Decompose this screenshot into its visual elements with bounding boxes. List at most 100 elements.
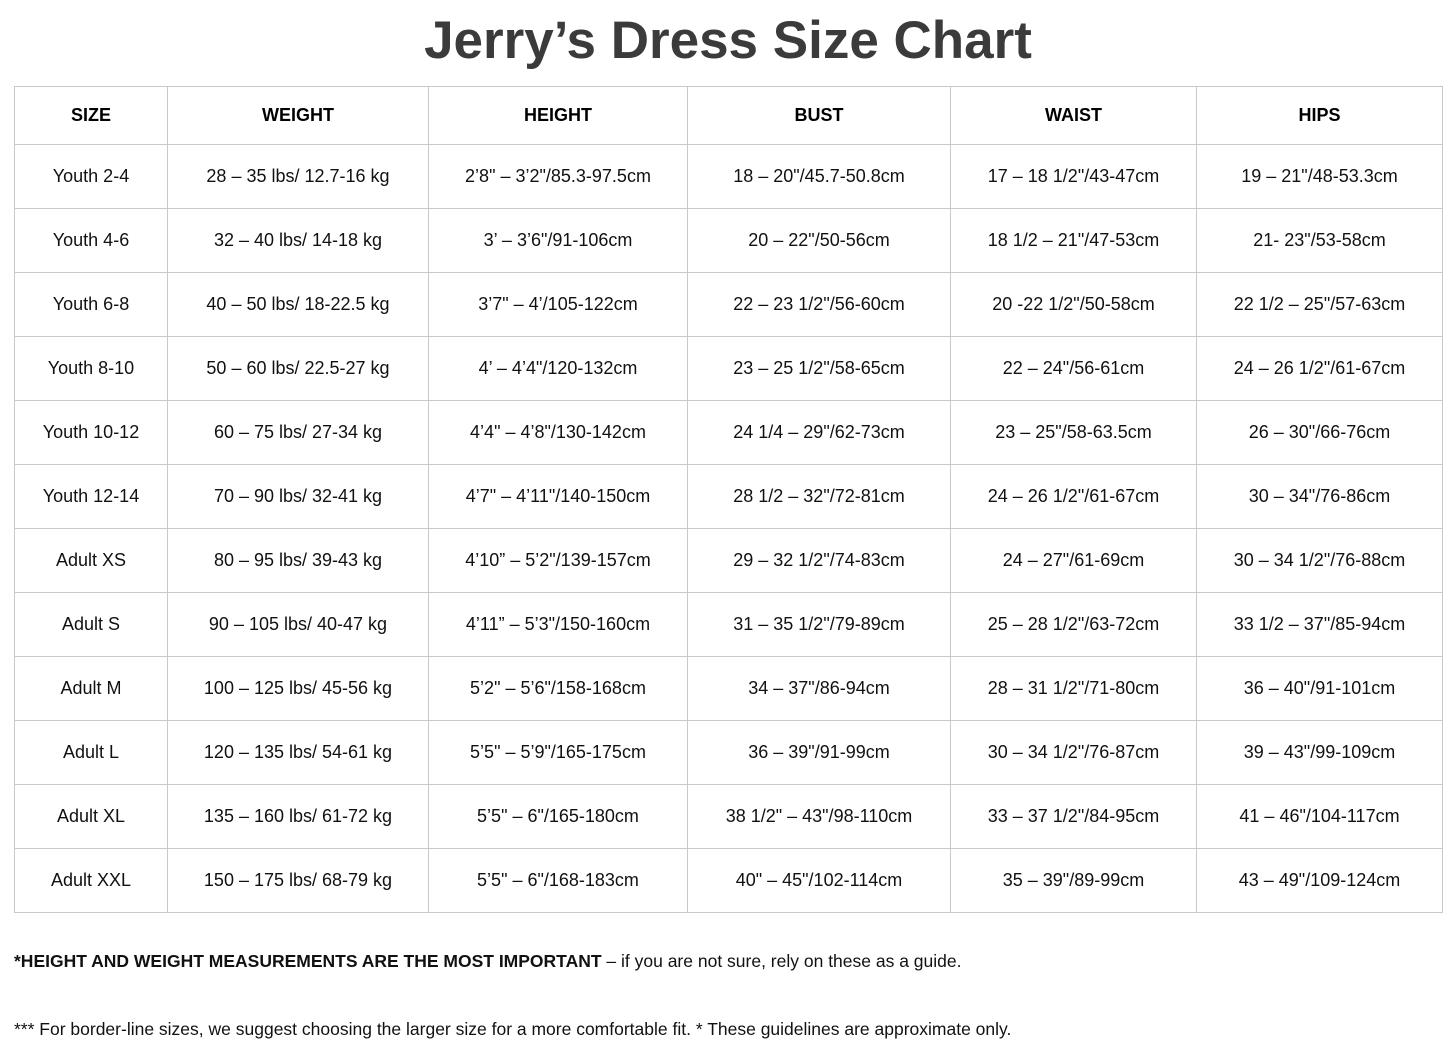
cell-height: 4’ – 4’4"/120-132cm <box>428 336 688 402</box>
cell-weight: 80 – 95 lbs/ 39-43 kg <box>167 528 429 594</box>
cell-bust: 22 – 23 1/2"/56-60cm <box>687 272 951 338</box>
cell-size: Youth 6-8 <box>14 272 168 338</box>
cell-height: 5’5" – 6"/168-183cm <box>428 848 688 914</box>
header-waist: WAIST <box>950 86 1197 146</box>
cell-waist: 18 1/2 – 21"/47-53cm <box>950 208 1197 274</box>
header-row: SIZE WEIGHT HEIGHT BUST WAIST HIPS <box>14 86 1443 146</box>
header-size: SIZE <box>14 86 168 146</box>
footnotes: *HEIGHT AND WEIGHT MEASUREMENTS ARE THE … <box>14 951 1442 1041</box>
cell-bust: 34 – 37"/86-94cm <box>687 656 951 722</box>
cell-hips: 24 – 26 1/2"/61-67cm <box>1196 336 1443 402</box>
cell-weight: 40 – 50 lbs/ 18-22.5 kg <box>167 272 429 338</box>
header-bust: BUST <box>687 86 951 146</box>
cell-waist: 25 – 28 1/2"/63-72cm <box>950 592 1197 658</box>
cell-size: Youth 12-14 <box>14 464 168 530</box>
cell-size: Adult XXL <box>14 848 168 914</box>
cell-size: Youth 8-10 <box>14 336 168 402</box>
cell-size: Adult XS <box>14 528 168 594</box>
cell-bust: 18 – 20"/45.7-50.8cm <box>687 144 951 210</box>
table-header: SIZE WEIGHT HEIGHT BUST WAIST HIPS <box>14 86 1443 146</box>
table-row: Youth 2-4 28 – 35 lbs/ 12.7-16 kg 2’8" – 3… <box>14 144 1443 210</box>
cell-waist: 20 -22 1/2"/50-58cm <box>950 272 1197 338</box>
cell-hips: 19 – 21"/48-53.3cm <box>1196 144 1443 210</box>
table-row: Youth 4-6 32 – 40 lbs/ 14-18 kg 3’ – 3’6"/… <box>14 208 1443 274</box>
cell-bust: 38 1/2" – 43"/98-110cm <box>687 784 951 850</box>
cell-hips: 41 – 46"/104-117cm <box>1196 784 1443 850</box>
cell-weight: 100 – 125 lbs/ 45-56 kg <box>167 656 429 722</box>
cell-hips: 30 – 34 1/2"/76-88cm <box>1196 528 1443 594</box>
cell-hips: 26 – 30"/66-76cm <box>1196 400 1443 466</box>
cell-waist: 30 – 34 1/2"/76-87cm <box>950 720 1197 786</box>
cell-waist: 28 – 31 1/2"/71-80cm <box>950 656 1197 722</box>
cell-height: 2’8" – 3’2"/85.3-97.5cm <box>428 144 688 210</box>
cell-weight: 120 – 135 lbs/ 54-61 kg <box>167 720 429 786</box>
cell-weight: 28 – 35 lbs/ 12.7-16 kg <box>167 144 429 210</box>
cell-bust: 31 – 35 1/2"/79-89cm <box>687 592 951 658</box>
cell-hips: 39 – 43"/99-109cm <box>1196 720 1443 786</box>
table-row: Adult S 90 – 105 lbs/ 40-47 kg 4’11” – 5’3… <box>14 592 1443 658</box>
cell-hips: 33 1/2 – 37"/85-94cm <box>1196 592 1443 658</box>
cell-weight: 135 – 160 lbs/ 61-72 kg <box>167 784 429 850</box>
cell-size: Adult M <box>14 656 168 722</box>
footnote-borderline-text: *** For border-line sizes, we suggest ch… <box>14 1019 1012 1040</box>
cell-height: 3’7" – 4’/105-122cm <box>428 272 688 338</box>
cell-size: Adult L <box>14 720 168 786</box>
cell-weight: 150 – 175 lbs/ 68-79 kg <box>167 848 429 914</box>
table-row: Youth 6-8 40 – 50 lbs/ 18-22.5 kg 3’7" – 4… <box>14 272 1443 338</box>
cell-hips: 21- 23"/53-58cm <box>1196 208 1443 274</box>
cell-height: 3’ – 3’6"/91-106cm <box>428 208 688 274</box>
cell-bust: 28 1/2 – 32"/72-81cm <box>687 464 951 530</box>
cell-bust: 40" – 45"/102-114cm <box>687 848 951 914</box>
footnote-height-weight: *HEIGHT AND WEIGHT MEASUREMENTS ARE THE … <box>14 951 1442 973</box>
page-title: Jerry’s Dress Size Chart <box>424 11 1032 70</box>
cell-hips: 43 – 49"/109-124cm <box>1196 848 1443 914</box>
cell-height: 5’5" – 6"/165-180cm <box>428 784 688 850</box>
footnote-regular-text: – if you are not sure, rely on these as … <box>601 951 962 972</box>
cell-bust: 20 – 22"/50-56cm <box>687 208 951 274</box>
table-row: Adult XL 135 – 160 lbs/ 61-72 kg 5’5" – 6"… <box>14 784 1443 850</box>
cell-bust: 24 1/4 – 29"/62-73cm <box>687 400 951 466</box>
cell-hips: 36 – 40"/91-101cm <box>1196 656 1443 722</box>
cell-hips: 30 – 34"/76-86cm <box>1196 464 1443 530</box>
cell-size: Adult XL <box>14 784 168 850</box>
size-chart-table: SIZE WEIGHT HEIGHT BUST WAIST HIPS Youth… <box>14 86 1443 914</box>
table-row: Youth 8-10 50 – 60 lbs/ 22.5-27 kg 4’ – 4’… <box>14 336 1443 402</box>
cell-height: 4’11” – 5’3"/150-160cm <box>428 592 688 658</box>
header-hips: HIPS <box>1196 86 1443 146</box>
cell-waist: 24 – 27"/61-69cm <box>950 528 1197 594</box>
cell-height: 4’7" – 4’11"/140-150cm <box>428 464 688 530</box>
footnote-bold-text: *HEIGHT AND WEIGHT MEASUREMENTS ARE THE … <box>14 951 602 972</box>
cell-height: 5’2" – 5’6"/158-168cm <box>428 656 688 722</box>
cell-size: Adult S <box>14 592 168 658</box>
cell-height: 4’4" – 4’8"/130-142cm <box>428 400 688 466</box>
cell-waist: 24 – 26 1/2"/61-67cm <box>950 464 1197 530</box>
table-row: Youth 10-12 60 – 75 lbs/ 27-34 kg 4’4" – 4… <box>14 400 1443 466</box>
cell-waist: 23 – 25"/58-63.5cm <box>950 400 1197 466</box>
cell-weight: 90 – 105 lbs/ 40-47 kg <box>167 592 429 658</box>
table-row: Adult L 120 – 135 lbs/ 54-61 kg 5’5" – 5’9… <box>14 720 1443 786</box>
cell-size: Youth 10-12 <box>14 400 168 466</box>
cell-height: 4’10” – 5’2"/139-157cm <box>428 528 688 594</box>
cell-waist: 17 – 18 1/2"/43-47cm <box>950 144 1197 210</box>
cell-size: Youth 2-4 <box>14 144 168 210</box>
cell-waist: 33 – 37 1/2"/84-95cm <box>950 784 1197 850</box>
table-row: Adult XS 80 – 95 lbs/ 39-43 kg 4’10” – 5’2… <box>14 528 1443 594</box>
table-row: Youth 12-14 70 – 90 lbs/ 32-41 kg 4’7" – 4… <box>14 464 1443 530</box>
table-body: Youth 2-4 28 – 35 lbs/ 12.7-16 kg 2’8" – 3… <box>14 144 1443 914</box>
footnote-borderline: *** For border-line sizes, we suggest ch… <box>14 1019 1442 1041</box>
cell-bust: 29 – 32 1/2"/74-83cm <box>687 528 951 594</box>
table-row: Adult XXL 150 – 175 lbs/ 68-79 kg 5’5" – 6… <box>14 848 1443 914</box>
cell-waist: 35 – 39"/89-99cm <box>950 848 1197 914</box>
cell-bust: 23 – 25 1/2"/58-65cm <box>687 336 951 402</box>
header-height: HEIGHT <box>428 86 688 146</box>
header-weight: WEIGHT <box>167 86 429 146</box>
cell-waist: 22 – 24"/56-61cm <box>950 336 1197 402</box>
cell-weight: 32 – 40 lbs/ 14-18 kg <box>167 208 429 274</box>
cell-weight: 50 – 60 lbs/ 22.5-27 kg <box>167 336 429 402</box>
cell-weight: 60 – 75 lbs/ 27-34 kg <box>167 400 429 466</box>
cell-weight: 70 – 90 lbs/ 32-41 kg <box>167 464 429 530</box>
cell-size: Youth 4-6 <box>14 208 168 274</box>
cell-hips: 22 1/2 – 25"/57-63cm <box>1196 272 1443 338</box>
cell-bust: 36 – 39"/91-99cm <box>687 720 951 786</box>
